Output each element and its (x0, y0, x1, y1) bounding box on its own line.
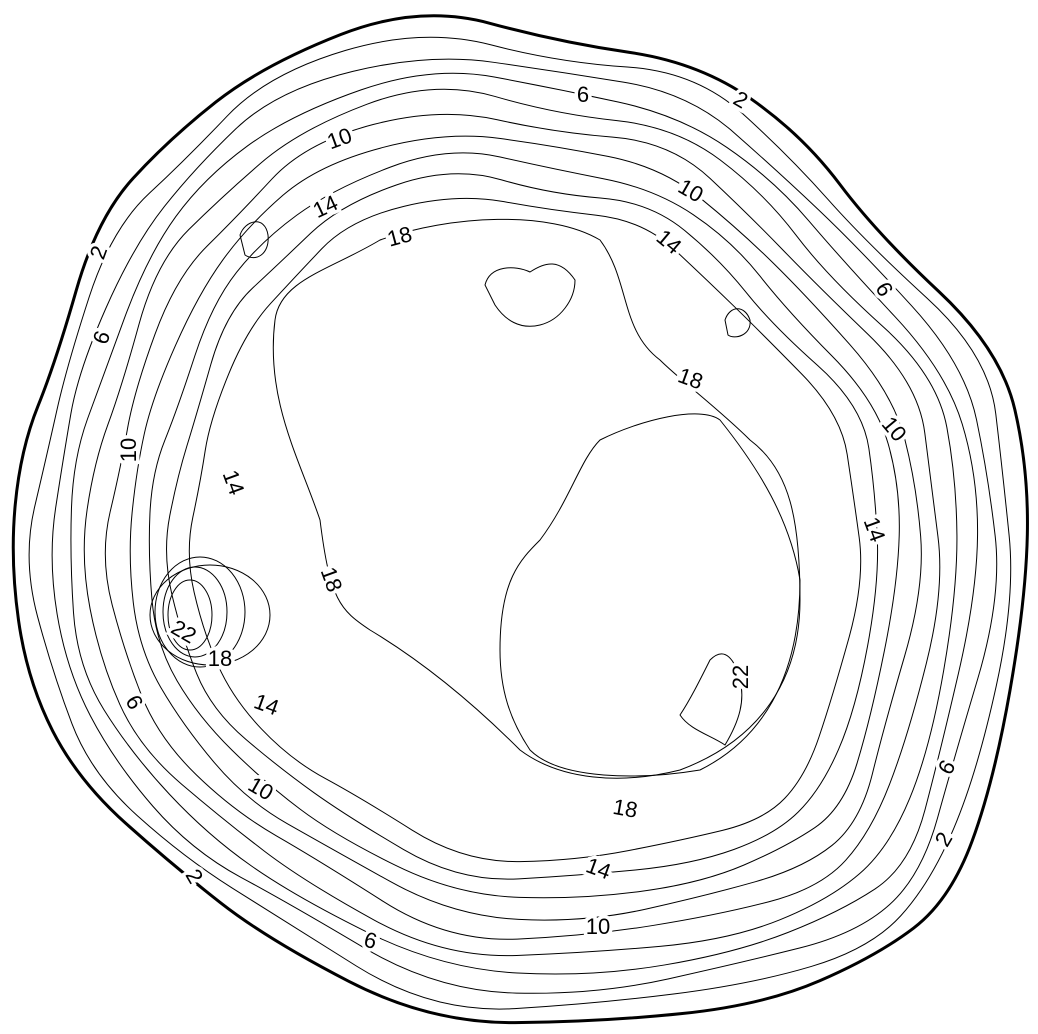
contour-lines (11, 14, 1029, 1025)
contour-label: 2 (729, 86, 752, 114)
contour-14a (239, 221, 269, 259)
contour-line (83, 88, 958, 957)
contour-label: 14 (251, 688, 283, 720)
contour-label: 18 (611, 794, 639, 823)
contour-22 (679, 653, 743, 746)
contour-line (28, 36, 1012, 1010)
contour-line (70, 72, 979, 975)
contour-label: 10 (324, 122, 356, 154)
contour-label: 22 (728, 665, 753, 689)
contour-line (51, 58, 998, 994)
contour-label: 10 (877, 412, 912, 447)
knot-3 (154, 556, 246, 668)
contour-12b (724, 308, 751, 338)
contour-label: 10 (116, 438, 141, 462)
contour-label: 18 (208, 646, 232, 671)
knot-1 (167, 579, 213, 651)
contour-20b (484, 263, 576, 327)
contour-line (188, 197, 862, 863)
contour-label: 6 (88, 327, 116, 347)
contour-line (104, 113, 941, 940)
contour-18 (272, 218, 801, 779)
contour-label: 2 (181, 865, 209, 888)
contour-label: 10 (674, 174, 708, 208)
contour-label: 18 (675, 362, 707, 394)
contour-20 (499, 413, 801, 777)
contour-label: 2 (930, 828, 958, 851)
contour-label: 14 (859, 514, 891, 546)
contour-label: 18 (316, 564, 348, 596)
contour-label: 6 (577, 82, 589, 107)
contour-label: 6 (871, 278, 899, 301)
labels: 6 2 10 10 14 18 14 2 6 6 18 10 10 14 14 … (81, 78, 964, 957)
contour-label: 6 (121, 691, 149, 714)
contour-label: 10 (244, 772, 278, 806)
contour-line (166, 173, 879, 880)
knot-4 (149, 564, 271, 666)
knot-2 (162, 566, 228, 658)
shoreline (11, 14, 1029, 1025)
contour-label: 14 (218, 467, 250, 499)
contour-line (129, 135, 922, 921)
contour-label: 10 (586, 914, 610, 939)
contour-label: 14 (652, 224, 687, 259)
contour-label: 14 (309, 190, 342, 223)
contour-line (148, 152, 900, 899)
contour-label: 2 (85, 242, 113, 262)
contour-label: 6 (933, 756, 961, 779)
contour-label: 18 (385, 221, 415, 251)
